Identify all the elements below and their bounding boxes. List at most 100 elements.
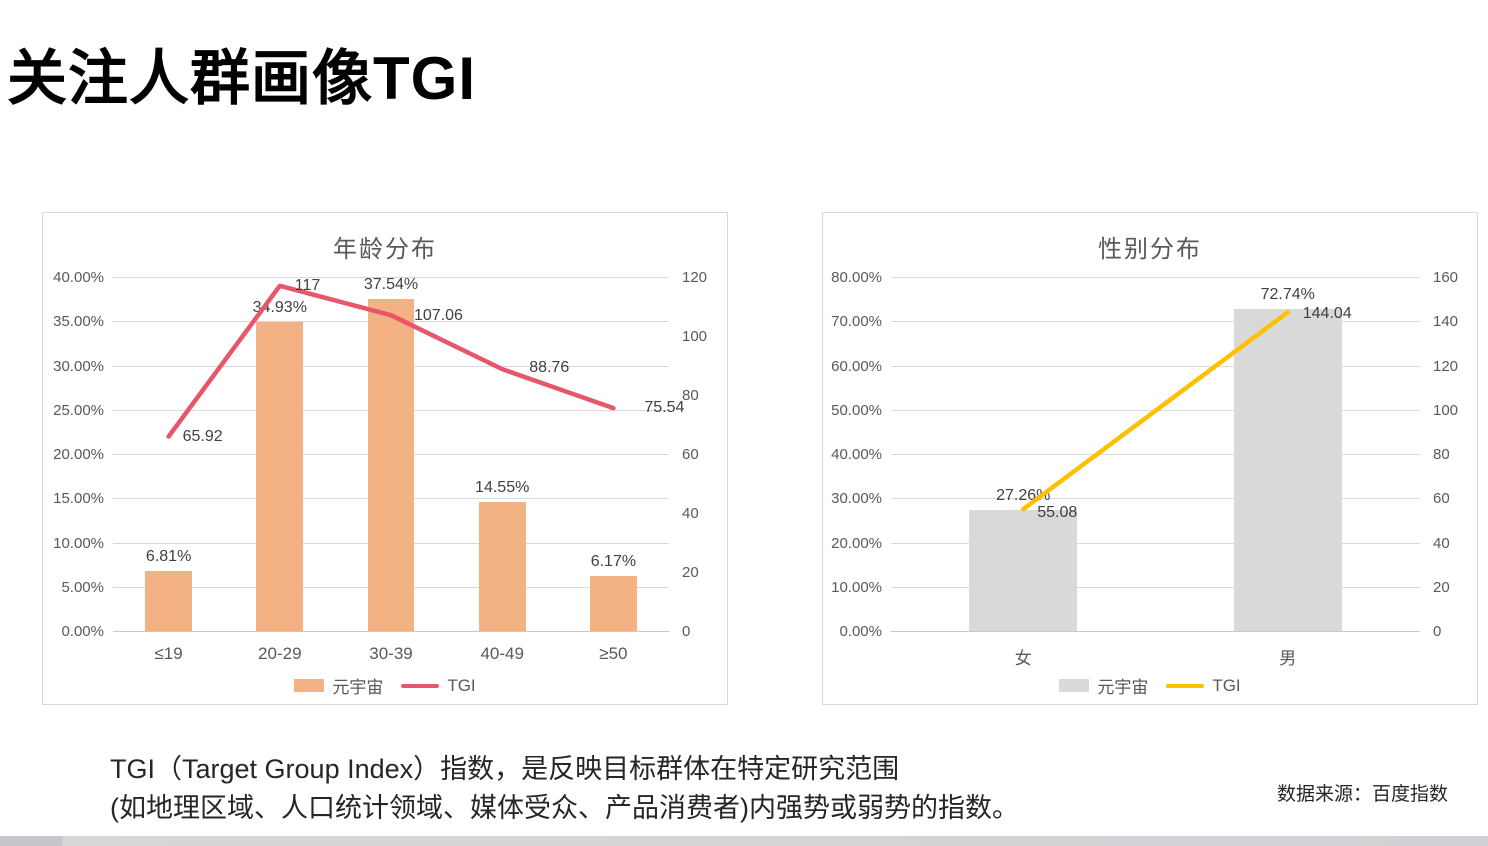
line-value-label: 88.76 [529, 359, 570, 377]
y-axis-tick-left: 20.00% [831, 534, 882, 552]
bar-40-49 [478, 502, 526, 631]
bar-value-label: 6.17% [590, 553, 637, 571]
tgi-description: TGI（Target Group Index）指数，是反映目标群体在特定研究范围… [110, 750, 1019, 828]
line-value-label: 75.54 [644, 399, 685, 417]
bar-30-39 [367, 298, 415, 631]
y-axis-tick-left: 15.00% [53, 490, 104, 508]
x-axis-label: 30-39 [369, 644, 413, 663]
y-axis-tick-right: 20 [1433, 578, 1450, 596]
bar-value-label: 6.81% [145, 547, 192, 565]
y-axis-tick-left: 50.00% [831, 401, 882, 419]
age-chart-legend: 元宇宙 TGI [43, 673, 727, 698]
bar-女 [969, 510, 1078, 631]
y-axis-tick-left: 40.00% [53, 269, 104, 286]
bar-男 [1233, 309, 1342, 631]
y-axis-tick-left: 5.00% [61, 578, 104, 596]
y-axis-tick-right: 100 [682, 328, 708, 345]
y-axis-tick-left: 20.00% [53, 446, 104, 463]
age-chart-plot-area: 6.81% 34.93% 37.54% 14.55% 6.17% 65.92 117 107.… [113, 275, 684, 632]
gridline [891, 631, 1420, 632]
y-axis-tick-right: 80 [1433, 446, 1450, 463]
bar-value-label: 14.55% [475, 479, 530, 497]
bar-20-29 [256, 321, 304, 631]
y-axis-tick-left: 80.00% [831, 269, 882, 286]
gender-distribution-chart: 性别分布 27.26% 72.74% 55.08 144.04 元宇宙 TGI 80.0… [822, 212, 1478, 705]
y-axis-tick-right: 100 [1433, 401, 1459, 419]
y-axis-tick-left: 30.00% [53, 357, 104, 375]
y-axis-tick-right: 40 [1433, 534, 1450, 552]
legend-item-line: TGI [401, 675, 476, 696]
line-value-label: 144.04 [1302, 305, 1352, 323]
gridline [891, 498, 1420, 500]
bar-≥50 [590, 576, 637, 631]
y-axis-tick-right: 20 [682, 564, 699, 581]
x-axis-label: 男 [1279, 649, 1297, 668]
gridline [891, 454, 1420, 455]
legend-line-swatch [401, 683, 440, 688]
gridline [113, 277, 669, 278]
legend-item-bar: 元宇宙 [294, 673, 383, 698]
y-axis-tick-left: 10.00% [831, 578, 882, 596]
tgi-description-line1: TGI（Target Group Index）指数，是反映目标群体在特定研究范围 [110, 754, 900, 784]
tgi-line-svg [1021, 310, 1290, 512]
legend-line-swatch [1166, 683, 1205, 688]
legend-label: 元宇宙 [1097, 678, 1149, 697]
x-axis-label: ≥50 [599, 644, 628, 663]
y-axis-tick-right: 60 [1433, 490, 1450, 508]
gender-chart-legend: 元宇宙 TGI [823, 673, 1477, 698]
bar-value-label: 37.54% [363, 275, 419, 293]
legend-bar-swatch [1059, 679, 1090, 692]
y-axis-tick-left: 40.00% [831, 446, 882, 463]
gridline [891, 321, 1420, 323]
legend-label: TGI [1212, 675, 1241, 695]
y-axis-tick-right: 0 [1433, 623, 1442, 640]
y-axis-tick-right: 40 [682, 505, 699, 522]
bar-value-label: 72.74% [1260, 286, 1315, 304]
y-axis-tick-right: 140 [1433, 313, 1459, 331]
tgi-description-line2: (如地理区域、人口统计领域、媒体受众、产品消费者)内强势或弱势的指数。 [110, 793, 1019, 823]
gridline [891, 586, 1420, 588]
y-axis-tick-left: 70.00% [831, 313, 882, 331]
y-axis-tick-left: 60.00% [831, 357, 882, 375]
page-title: 关注人群画像TGI [7, 45, 476, 113]
legend-item-bar: 元宇宙 [1059, 673, 1148, 698]
x-axis-label: ≤19 [154, 644, 183, 663]
legend-label: TGI [447, 675, 476, 695]
y-axis-tick-right: 160 [1433, 269, 1459, 286]
tgi-line-svg [166, 283, 616, 439]
x-axis-label: 20-29 [258, 644, 302, 663]
chart-title-gender: 性别分布 [1098, 236, 1202, 263]
y-axis-tick-right: 120 [1433, 357, 1459, 375]
x-axis-label: 40-49 [480, 644, 524, 663]
legend-bar-swatch [294, 679, 325, 692]
tgi-line [1021, 310, 1290, 512]
y-axis-tick-right: 80 [682, 387, 699, 404]
bottom-divider-strip [0, 836, 1488, 846]
legend-item-line: TGI [1166, 675, 1241, 696]
chart-title-age: 年龄分布 [333, 236, 437, 263]
y-axis-tick-left: 10.00% [53, 534, 104, 552]
legend-label: 元宇宙 [332, 678, 384, 697]
line-value-label: 65.92 [182, 427, 223, 445]
y-axis-tick-left: 0.00% [839, 623, 882, 640]
bar-≤19 [145, 570, 192, 631]
line-value-label: 107.06 [414, 307, 463, 325]
data-source-note: 数据来源：百度指数 [1277, 784, 1449, 805]
gridline [113, 631, 669, 632]
y-axis-tick-left: 25.00% [53, 401, 104, 419]
y-axis-tick-right: 60 [682, 446, 699, 463]
gridline [891, 542, 1420, 544]
line-value-label: 117 [294, 276, 321, 294]
y-axis-tick-left: 30.00% [831, 490, 882, 508]
y-axis-tick-right: 120 [682, 269, 708, 286]
x-axis-label: 女 [1014, 649, 1032, 668]
line-value-label: 55.08 [1037, 504, 1078, 522]
age-distribution-chart: 年龄分布 6.81% 34.93% 37.54% 14.55% 6.17% 65.92 11… [42, 212, 728, 705]
gridline [891, 277, 1420, 278]
y-axis-tick-left: 35.00% [53, 313, 104, 331]
gender-chart-plot-area: 27.26% 72.74% 55.08 144.04 [891, 277, 1420, 632]
gridline [891, 365, 1420, 367]
y-axis-tick-right: 0 [682, 623, 691, 640]
y-axis-tick-left: 0.00% [61, 623, 104, 640]
